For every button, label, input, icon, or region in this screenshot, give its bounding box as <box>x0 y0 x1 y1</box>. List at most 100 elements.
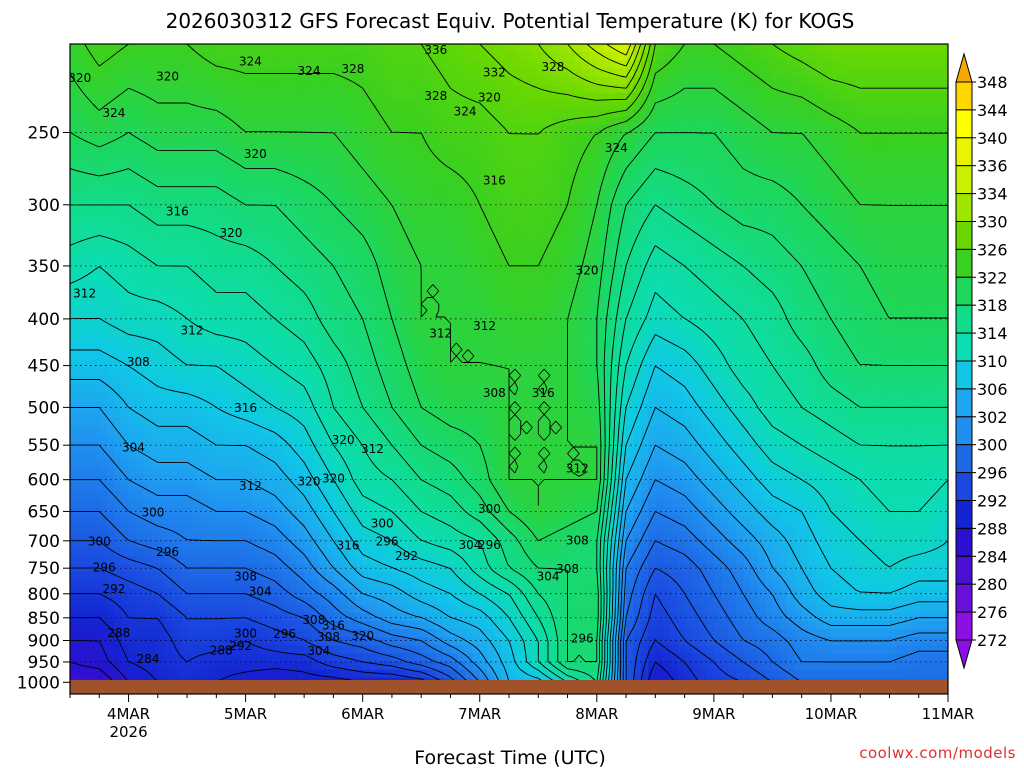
heat-cell <box>852 117 861 126</box>
heat-cell <box>143 52 152 61</box>
heat-cell <box>267 369 276 378</box>
heat-cell <box>209 141 217 151</box>
heat-cell <box>296 320 305 329</box>
heat-cell <box>509 100 517 110</box>
heat-cell <box>911 165 920 175</box>
heat-cell <box>530 369 539 378</box>
heat-cell <box>926 279 934 289</box>
heat-cell <box>735 352 744 362</box>
heat-cell <box>311 117 320 126</box>
heat-cell <box>121 100 130 110</box>
heat-cell <box>150 263 159 273</box>
heat-cell <box>874 279 883 289</box>
heat-cell <box>735 165 744 175</box>
heat-cell <box>794 133 803 143</box>
heat-cell <box>699 149 708 159</box>
heat-cell <box>706 222 715 232</box>
heat-cell <box>157 190 166 199</box>
heat-cell <box>574 174 583 183</box>
heat-cell <box>216 263 225 273</box>
heat-cell <box>904 247 913 256</box>
heat-cell <box>201 109 210 118</box>
heat-cell <box>940 304 948 313</box>
heat-cell <box>252 328 261 338</box>
heat-cell <box>728 287 737 297</box>
heat-cell <box>260 44 269 53</box>
heat-cell <box>157 255 166 264</box>
heat-cell <box>896 336 905 346</box>
heat-cell <box>91 100 100 110</box>
heat-cell <box>289 60 298 69</box>
heat-cell <box>611 60 620 69</box>
heat-cell <box>377 141 386 151</box>
heat-cell <box>604 52 613 61</box>
heat-cell <box>84 336 93 346</box>
heat-cell <box>501 222 510 232</box>
heat-cell <box>304 352 313 362</box>
heat-cell <box>926 214 934 224</box>
heat-cell <box>852 279 861 289</box>
heat-cell <box>435 141 444 151</box>
heat-cell <box>333 198 342 208</box>
heat-cell <box>713 239 722 248</box>
heat-cell <box>421 320 430 329</box>
heat-cell <box>808 84 817 94</box>
heat-cell <box>589 141 598 151</box>
heat-cell <box>640 198 649 208</box>
heat-cell <box>706 287 715 297</box>
heat-cell <box>238 328 247 338</box>
heat-cell <box>757 44 766 53</box>
heat-cell <box>282 239 291 248</box>
heat-cell <box>823 206 832 216</box>
heat-cell <box>552 214 561 224</box>
heat-cell <box>889 182 898 191</box>
heat-cell <box>867 141 876 151</box>
heat-cell <box>457 44 466 53</box>
heat-cell <box>918 263 927 273</box>
heat-cell <box>530 247 539 256</box>
heat-cell <box>882 344 891 354</box>
heat-cell <box>669 239 678 248</box>
heat-cell <box>165 149 174 159</box>
heat-cell <box>823 109 832 118</box>
heat-cell <box>538 133 547 143</box>
heat-cell <box>450 377 459 386</box>
heat-cell <box>260 304 269 313</box>
heat-cell <box>838 92 847 102</box>
heat-cell <box>421 263 430 273</box>
heat-cell <box>750 84 759 94</box>
heat-cell <box>516 271 525 281</box>
heat-cell <box>487 271 495 281</box>
heat-cell <box>311 271 320 281</box>
heat-cell <box>904 149 913 159</box>
heat-cell <box>757 60 766 69</box>
heat-cell <box>933 109 942 118</box>
heat-cell <box>399 100 408 110</box>
heat-cell <box>633 304 642 313</box>
heat-cell <box>655 222 664 232</box>
heat-cell <box>179 174 188 183</box>
heat-cell <box>487 369 495 378</box>
heat-cell <box>113 247 122 256</box>
heat-cell <box>538 92 547 102</box>
heat-cell <box>838 149 847 159</box>
heat-cell <box>626 92 634 102</box>
heat-cell <box>567 125 576 134</box>
heat-cell <box>574 125 583 134</box>
heat-cell <box>487 109 495 118</box>
heat-cell <box>487 377 495 386</box>
heat-cell <box>304 109 313 118</box>
heat-cell <box>655 117 664 126</box>
heat-cell <box>560 182 569 191</box>
heat-cell <box>735 320 744 329</box>
heat-cell <box>99 125 108 134</box>
heat-cell <box>874 336 883 346</box>
heat-cell <box>289 100 298 110</box>
heat-cell <box>355 230 364 240</box>
heat-cell <box>435 304 444 313</box>
heat-cell <box>435 320 444 329</box>
heat-cell <box>501 360 510 370</box>
heat-cell <box>611 100 620 110</box>
heat-cell <box>509 344 517 354</box>
heat-cell <box>691 369 700 378</box>
